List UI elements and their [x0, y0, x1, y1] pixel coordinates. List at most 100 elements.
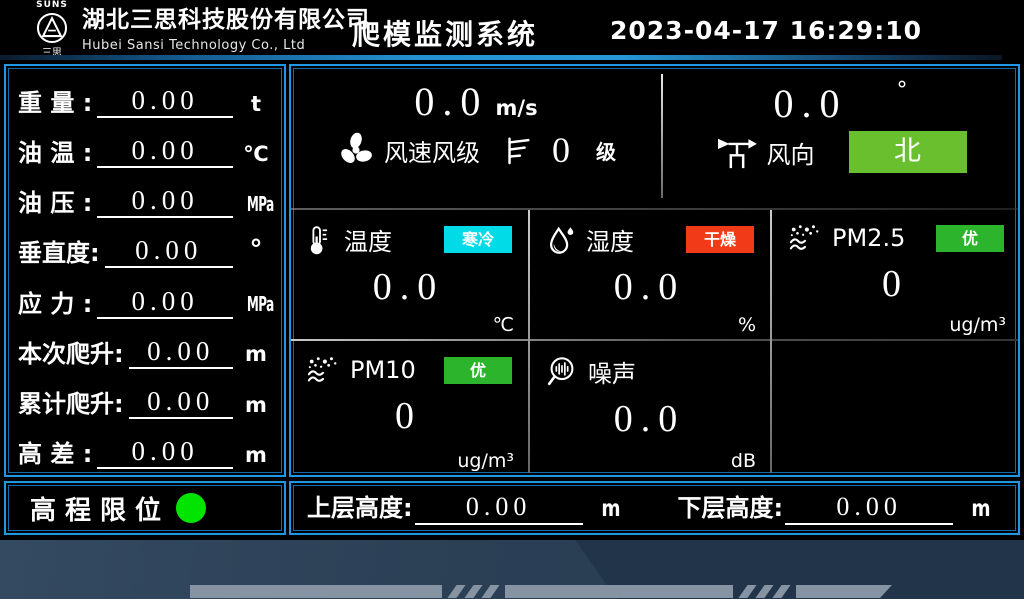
status-badge: 优 [936, 224, 1004, 252]
row-stress: 应 力 : 0.00 MPa [18, 275, 274, 319]
lower-height-label: 下层高度: [677, 494, 784, 523]
wind-level-icon [502, 133, 534, 167]
row-unit: MPa [246, 292, 274, 317]
row-label: 油 压 : [18, 189, 93, 218]
row-unit: m [245, 392, 267, 417]
row-unit: t [250, 91, 262, 116]
row-value: 0.00 [97, 436, 233, 469]
sensor-unit: ug/m³ [457, 450, 514, 472]
wind-direction-value: 0.0 [773, 81, 848, 126]
row-label: 应 力 : [18, 289, 93, 318]
header: SUNS 三思 湖北三思科技股份有限公司 Hubei Sansi Technol… [0, 0, 1024, 60]
row-value: 0.00 [128, 336, 233, 369]
sensor-name: PM10 [350, 356, 416, 384]
row-current-climb: 本次爬升: 0.00 m [18, 325, 274, 369]
row-unit: ℃ [243, 141, 269, 166]
sensor-cell-noise: 噪声 0.0 dB [531, 342, 768, 474]
particles-icon [787, 222, 823, 254]
wind-section-divider [661, 74, 663, 198]
company-name-cn: 湖北三思科技股份有限公司 [82, 7, 370, 33]
grid-line [291, 339, 1018, 341]
wind-direction-label: 风向 [766, 140, 815, 169]
sensor-cell-humidity: 湿度 干燥 0.0 % [531, 210, 768, 338]
sensor-value: 0.0 [613, 266, 686, 308]
row-unit: MPa [246, 191, 274, 216]
footer: 系统设置 [0, 540, 1024, 599]
sensor-grid: 温度 寒冷 0.0 ℃ 湿度 干燥 [291, 208, 1018, 475]
row-verticality: 垂直度: 0.00 ° [18, 224, 274, 269]
row-weight: 重 量 : 0.00 t [18, 74, 274, 118]
row-height-diff: 高 差 : 0.00 m [18, 425, 274, 469]
sensor-name: PM2.5 [832, 224, 906, 252]
row-unit: m [245, 342, 267, 367]
grid-line [770, 210, 772, 473]
footer-stripes [0, 585, 892, 598]
wind-speed-value: 0.0 [414, 79, 489, 124]
thermometer-icon [305, 223, 335, 257]
wind-level-value: 0 [552, 130, 572, 170]
sensor-value: 0.0 [613, 398, 686, 440]
row-value: 0.00 [128, 386, 233, 419]
wind-vane-icon [715, 133, 759, 171]
row-oil-pressure: 油 压 : 0.00 MPa [18, 174, 274, 219]
company-logo: SUNS 三思 [26, 1, 78, 59]
upper-height-unit: m [601, 495, 621, 522]
sensor-unit: ug/m³ [949, 314, 1006, 336]
upper-height-label: 上层高度: [307, 494, 413, 523]
heights-bar: 上层高度: 0.00 m 下层高度: 0.00 m [289, 481, 1020, 535]
lower-height-group: 下层高度: 0.00 m [677, 491, 1003, 525]
measurement-panel: 重 量 : 0.00 t 油 温 : 0.00 ℃ 油 压 : 0.00 MPa… [4, 64, 286, 477]
company-name-en: Hubei Sansi Technology Co., Ltd [82, 37, 306, 53]
row-value: 0.00 [97, 185, 233, 219]
lower-height-unit: m [971, 495, 991, 522]
row-oil-temp: 油 温 : 0.00 ℃ [18, 124, 274, 169]
wind-speed-label: 风速风级 [384, 138, 480, 167]
status-badge: 干燥 [686, 226, 754, 253]
row-unit: m [245, 442, 267, 467]
row-total-climb: 累计爬升: 0.00 m [18, 375, 274, 419]
row-label: 重 量 : [18, 89, 93, 117]
lower-height-value: 0.00 [785, 491, 954, 525]
company-names: 湖北三思科技股份有限公司 Hubei Sansi Technology Co.,… [82, 7, 370, 53]
row-value: 0.00 [97, 135, 233, 169]
particles-icon [305, 354, 341, 386]
droplet-icon [545, 223, 577, 257]
sensor-unit: % [737, 314, 756, 336]
sensor-cell-pm25: PM2.5 优 0 ug/m³ [773, 210, 1018, 338]
row-value: 0.00 [97, 286, 233, 319]
status-badge: 寒冷 [444, 226, 512, 253]
logo-suns-text: SUNS [36, 0, 68, 10]
logo-cn-text: 三思 [42, 48, 62, 59]
row-value: 0.00 [97, 85, 233, 118]
wind-direction-block: 0.0 ° 风向 北 [663, 66, 1018, 173]
wind-speed-block: 0.0 m/s 风速风级 [291, 66, 661, 171]
row-label: 垂直度: [18, 239, 100, 268]
grid-line [528, 210, 530, 473]
sensor-value: 0 [882, 263, 909, 305]
environment-panel: 0.0 m/s 风速风级 [289, 64, 1020, 477]
elevation-limit-box: 高程限位 [4, 481, 286, 535]
row-label: 油 温 : [18, 139, 93, 168]
status-badge: 优 [444, 356, 512, 384]
wind-direction-unit: ° [896, 78, 908, 103]
sensor-name: 湿度 [586, 228, 634, 256]
upper-height-group: 上层高度: 0.00 m [307, 491, 632, 525]
row-label: 累计爬升: [18, 389, 124, 418]
page-title: 爬模监测系统 [352, 18, 539, 51]
sensor-name: 温度 [344, 228, 392, 256]
wind-direction-button[interactable]: 北 [848, 131, 967, 173]
header-divider [0, 55, 1002, 60]
datetime-display: 2023-04-17 16:29:10 [610, 16, 922, 45]
sensor-unit: dB [730, 450, 756, 472]
sensor-cell-temperature: 温度 寒冷 0.0 ℃ [291, 210, 526, 338]
sensor-name: 噪声 [588, 360, 636, 388]
elevation-limit-label: 高程限位 [30, 495, 171, 526]
wind-level-unit: 级 [596, 139, 616, 164]
sensor-value: 0 [395, 395, 422, 437]
sensor-value: 0.0 [372, 266, 445, 308]
elevation-status-light [176, 493, 207, 523]
row-unit: ° [249, 235, 263, 266]
fan-icon [336, 130, 376, 170]
sensor-cell-pm10: PM10 优 0 ug/m³ [291, 342, 526, 474]
